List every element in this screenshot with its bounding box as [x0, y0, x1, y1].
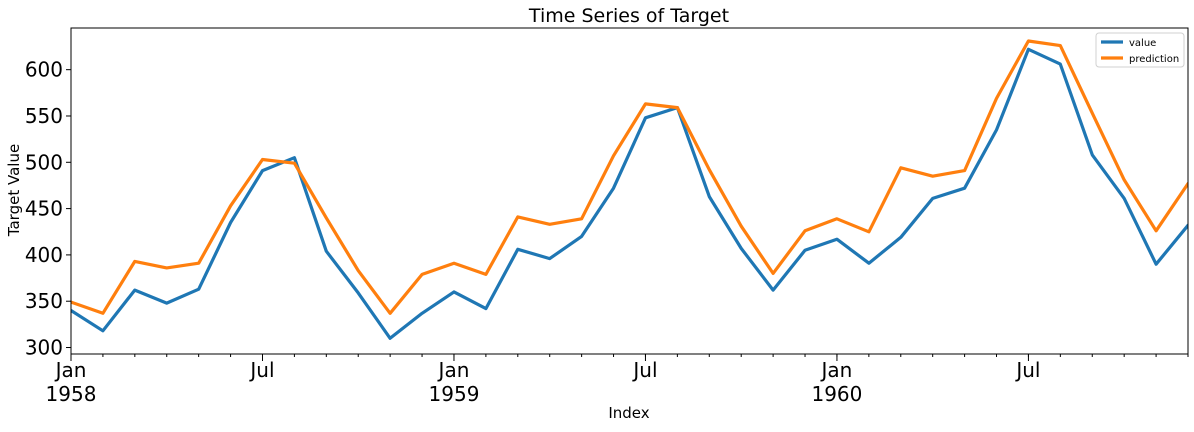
x-tick-label: Jan [437, 358, 470, 382]
y-tick-label: 550 [25, 104, 63, 128]
x-tick-label: Jul [1014, 358, 1040, 382]
series-line-value [71, 47, 1188, 340]
y-tick-label: 300 [25, 336, 63, 360]
series-line-prediction [71, 39, 1188, 315]
y-axis-label: Target Value [5, 144, 23, 237]
legend-label-value: value [1129, 38, 1156, 49]
x-tick-label: Jul [631, 358, 657, 382]
y-tick-label: 600 [25, 58, 63, 82]
x-tick-year-label: 1960 [811, 382, 862, 406]
x-tick-label: Jan [54, 358, 87, 382]
chart-title: Time Series of Target [528, 5, 729, 27]
x-axis-label: Index [608, 404, 649, 422]
x-tick-label: Jul [248, 358, 274, 382]
y-tick-label: 450 [25, 197, 63, 221]
plot-area [71, 39, 1188, 340]
x-tick-label: Jan [820, 358, 853, 382]
legend: value prediction [1095, 32, 1185, 68]
plot-frame [70, 27, 1189, 355]
y-tick-label: 400 [25, 243, 63, 267]
legend-label-prediction: prediction [1129, 54, 1179, 65]
x-tick-year-label: 1959 [429, 382, 480, 406]
y-tick-label: 500 [25, 150, 63, 174]
y-tick-label: 350 [25, 289, 63, 313]
x-tick-year-label: 1958 [46, 382, 97, 406]
